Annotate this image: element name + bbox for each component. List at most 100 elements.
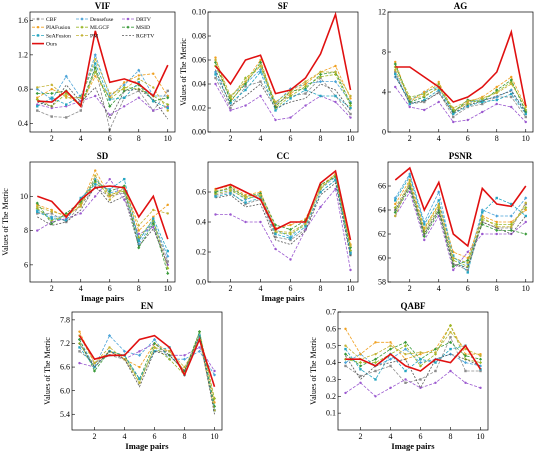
series-point	[274, 232, 277, 236]
series-line-seafusion	[215, 71, 351, 112]
series-point	[138, 365, 141, 369]
series-point	[452, 254, 455, 257]
series-line-pm	[215, 59, 351, 103]
series-point	[213, 60, 218, 64]
series-point	[65, 103, 68, 106]
series-point	[289, 231, 292, 234]
series-point	[50, 87, 53, 91]
series-point	[259, 64, 262, 68]
series-point	[274, 229, 277, 233]
series-point	[137, 246, 141, 250]
series-point	[152, 109, 155, 112]
series-point	[359, 368, 362, 371]
x-tick-label: 8	[137, 284, 141, 293]
series-point	[50, 97, 54, 102]
series-point	[151, 222, 155, 226]
series-point	[437, 82, 441, 86]
series-point	[123, 81, 126, 84]
series-point	[304, 88, 307, 92]
series-point	[359, 352, 362, 356]
series-point	[437, 204, 440, 207]
series-line-densefuse	[345, 348, 481, 367]
series-point	[343, 352, 348, 356]
series-point	[35, 97, 39, 102]
series-point	[437, 100, 440, 104]
series-point	[408, 105, 411, 109]
series-line-drtv	[37, 95, 168, 116]
x-tick-label: 2	[50, 134, 54, 143]
series-point	[229, 192, 232, 195]
series-line-rgftv	[215, 182, 351, 257]
series-point	[229, 213, 232, 216]
series-point	[108, 195, 111, 198]
series-point	[36, 26, 40, 29]
plot-frame	[71, 311, 223, 431]
series-point	[495, 220, 498, 224]
series-point	[466, 261, 469, 264]
series-point	[94, 195, 97, 198]
series-point	[259, 58, 262, 62]
series-point	[394, 202, 397, 206]
series-point	[334, 187, 337, 191]
x-tick-label: 4	[259, 134, 263, 143]
series-point	[108, 346, 111, 349]
series-point	[152, 208, 155, 212]
series-point	[92, 369, 97, 373]
series-point	[422, 92, 426, 96]
series-point	[288, 227, 293, 232]
series-point	[214, 76, 217, 80]
series-point	[524, 120, 527, 124]
series-point	[524, 206, 528, 210]
series-point	[423, 108, 426, 112]
series-line-ours	[345, 344, 482, 372]
legend-label: RGFTV	[136, 33, 154, 39]
series-line-pm	[37, 174, 168, 227]
series-point	[228, 96, 233, 100]
series-point	[36, 109, 39, 112]
series-point	[273, 223, 278, 227]
series-point	[524, 110, 528, 114]
series-point	[408, 190, 411, 194]
series-point	[214, 213, 217, 216]
series-point	[137, 239, 140, 243]
x-tick-label: 10	[522, 284, 530, 293]
x-tick-label: 2	[359, 432, 363, 441]
x-tick-label: 10	[522, 134, 530, 143]
series-point	[288, 94, 293, 98]
series-point	[481, 96, 484, 100]
x-tick-label: 2	[408, 134, 412, 143]
series-point	[78, 330, 81, 333]
series-point	[418, 364, 423, 368]
series-point	[495, 228, 499, 232]
series-point	[394, 68, 397, 72]
y-tick-label: 0.3	[326, 375, 336, 384]
x-tick-label: 4	[123, 432, 127, 441]
y-tick-label: 10	[20, 192, 28, 201]
series-point	[403, 340, 408, 344]
series-point	[423, 94, 426, 98]
y-tick-label: 58	[378, 278, 386, 287]
x-tick-label: 8	[137, 134, 141, 143]
series-point	[478, 357, 483, 361]
series-point	[495, 102, 498, 106]
series-point	[214, 73, 217, 76]
series-point	[524, 201, 527, 204]
series-point	[36, 229, 39, 232]
series-point	[35, 91, 39, 96]
series-line-piafusion	[37, 73, 169, 106]
chart-title: EN	[141, 301, 154, 311]
x-tick-label: 10	[347, 134, 355, 143]
series-point	[510, 82, 513, 86]
series-point	[374, 378, 377, 381]
series-point	[197, 349, 202, 353]
series-point	[64, 74, 68, 78]
series-point	[123, 105, 126, 108]
y-tick-label: 5.4	[60, 410, 70, 419]
series-point	[123, 96, 126, 99]
series-point	[389, 341, 392, 344]
series-point	[479, 352, 482, 356]
y-tick-label: 0.2	[196, 248, 206, 257]
series-point	[50, 91, 54, 96]
series-point	[466, 104, 469, 108]
series-point	[495, 85, 498, 89]
